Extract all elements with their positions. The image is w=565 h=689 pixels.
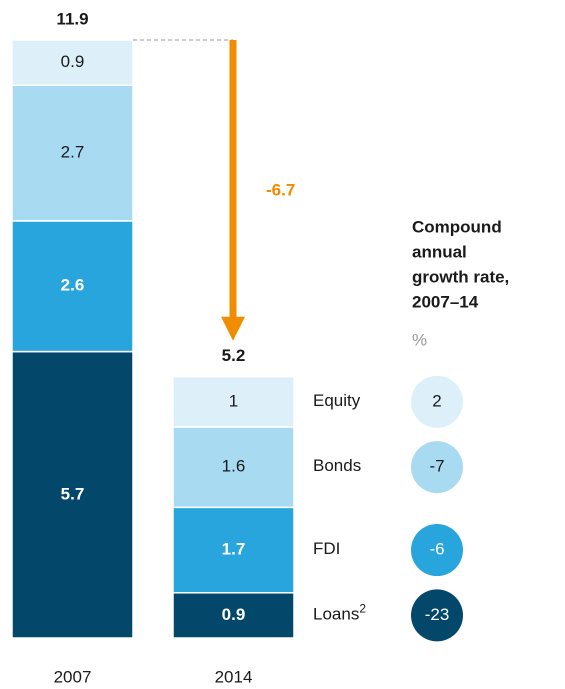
legend-name: FDI bbox=[313, 540, 340, 559]
legend-name: Loans bbox=[313, 605, 359, 624]
legend-label: FDI bbox=[313, 540, 340, 559]
legend-label: Bonds bbox=[313, 457, 361, 476]
bar-segment bbox=[172, 506, 295, 594]
legend-superscript: 2 bbox=[359, 602, 366, 616]
cagr-label: 2 bbox=[432, 391, 441, 410]
segment-label: 2.6 bbox=[61, 276, 85, 295]
cagr-title: annual bbox=[412, 242, 467, 261]
bar-segment bbox=[172, 375, 295, 428]
cagr-label: -23 bbox=[425, 605, 450, 624]
cagr-title: 2007–14 bbox=[412, 292, 479, 311]
bar-segment bbox=[172, 592, 295, 639]
legend-name: Bonds bbox=[313, 457, 361, 476]
bar-segment bbox=[172, 426, 295, 509]
cagr-title: Compound bbox=[412, 217, 502, 236]
cagr-label: -7 bbox=[429, 457, 444, 476]
legend-name: Equity bbox=[313, 391, 361, 410]
legend-label: Loans2 bbox=[313, 602, 366, 624]
segment-label: 2.7 bbox=[61, 143, 85, 162]
bar-segment bbox=[11, 220, 134, 353]
bar-segment bbox=[11, 350, 134, 639]
cagr-circle bbox=[411, 589, 463, 642]
cagr-title: growth rate, bbox=[412, 267, 509, 286]
total-label: 5.2 bbox=[222, 346, 246, 365]
total-label: 11.9 bbox=[56, 9, 88, 28]
segment-label: 0.9 bbox=[222, 605, 246, 624]
x-tick-label: 2014 bbox=[215, 667, 253, 686]
cagr-circle bbox=[411, 441, 463, 494]
segment-label: 1.6 bbox=[222, 457, 246, 476]
change-arrow-head bbox=[221, 316, 245, 341]
segment-label: 1.7 bbox=[222, 540, 246, 559]
cagr-circle bbox=[411, 524, 463, 577]
change-label: -6.7 bbox=[266, 180, 295, 199]
cagr-unit: % bbox=[412, 330, 427, 349]
segment-label: 1 bbox=[229, 391, 238, 410]
segment-label: 0.9 bbox=[61, 52, 85, 71]
legend-label: Equity bbox=[313, 391, 361, 410]
cagr-label: -6 bbox=[429, 540, 444, 559]
segment-label: 5.7 bbox=[61, 484, 85, 503]
x-tick-label: 2007 bbox=[54, 667, 92, 686]
bar-segment bbox=[11, 39, 134, 86]
cagr-circle bbox=[411, 375, 463, 428]
